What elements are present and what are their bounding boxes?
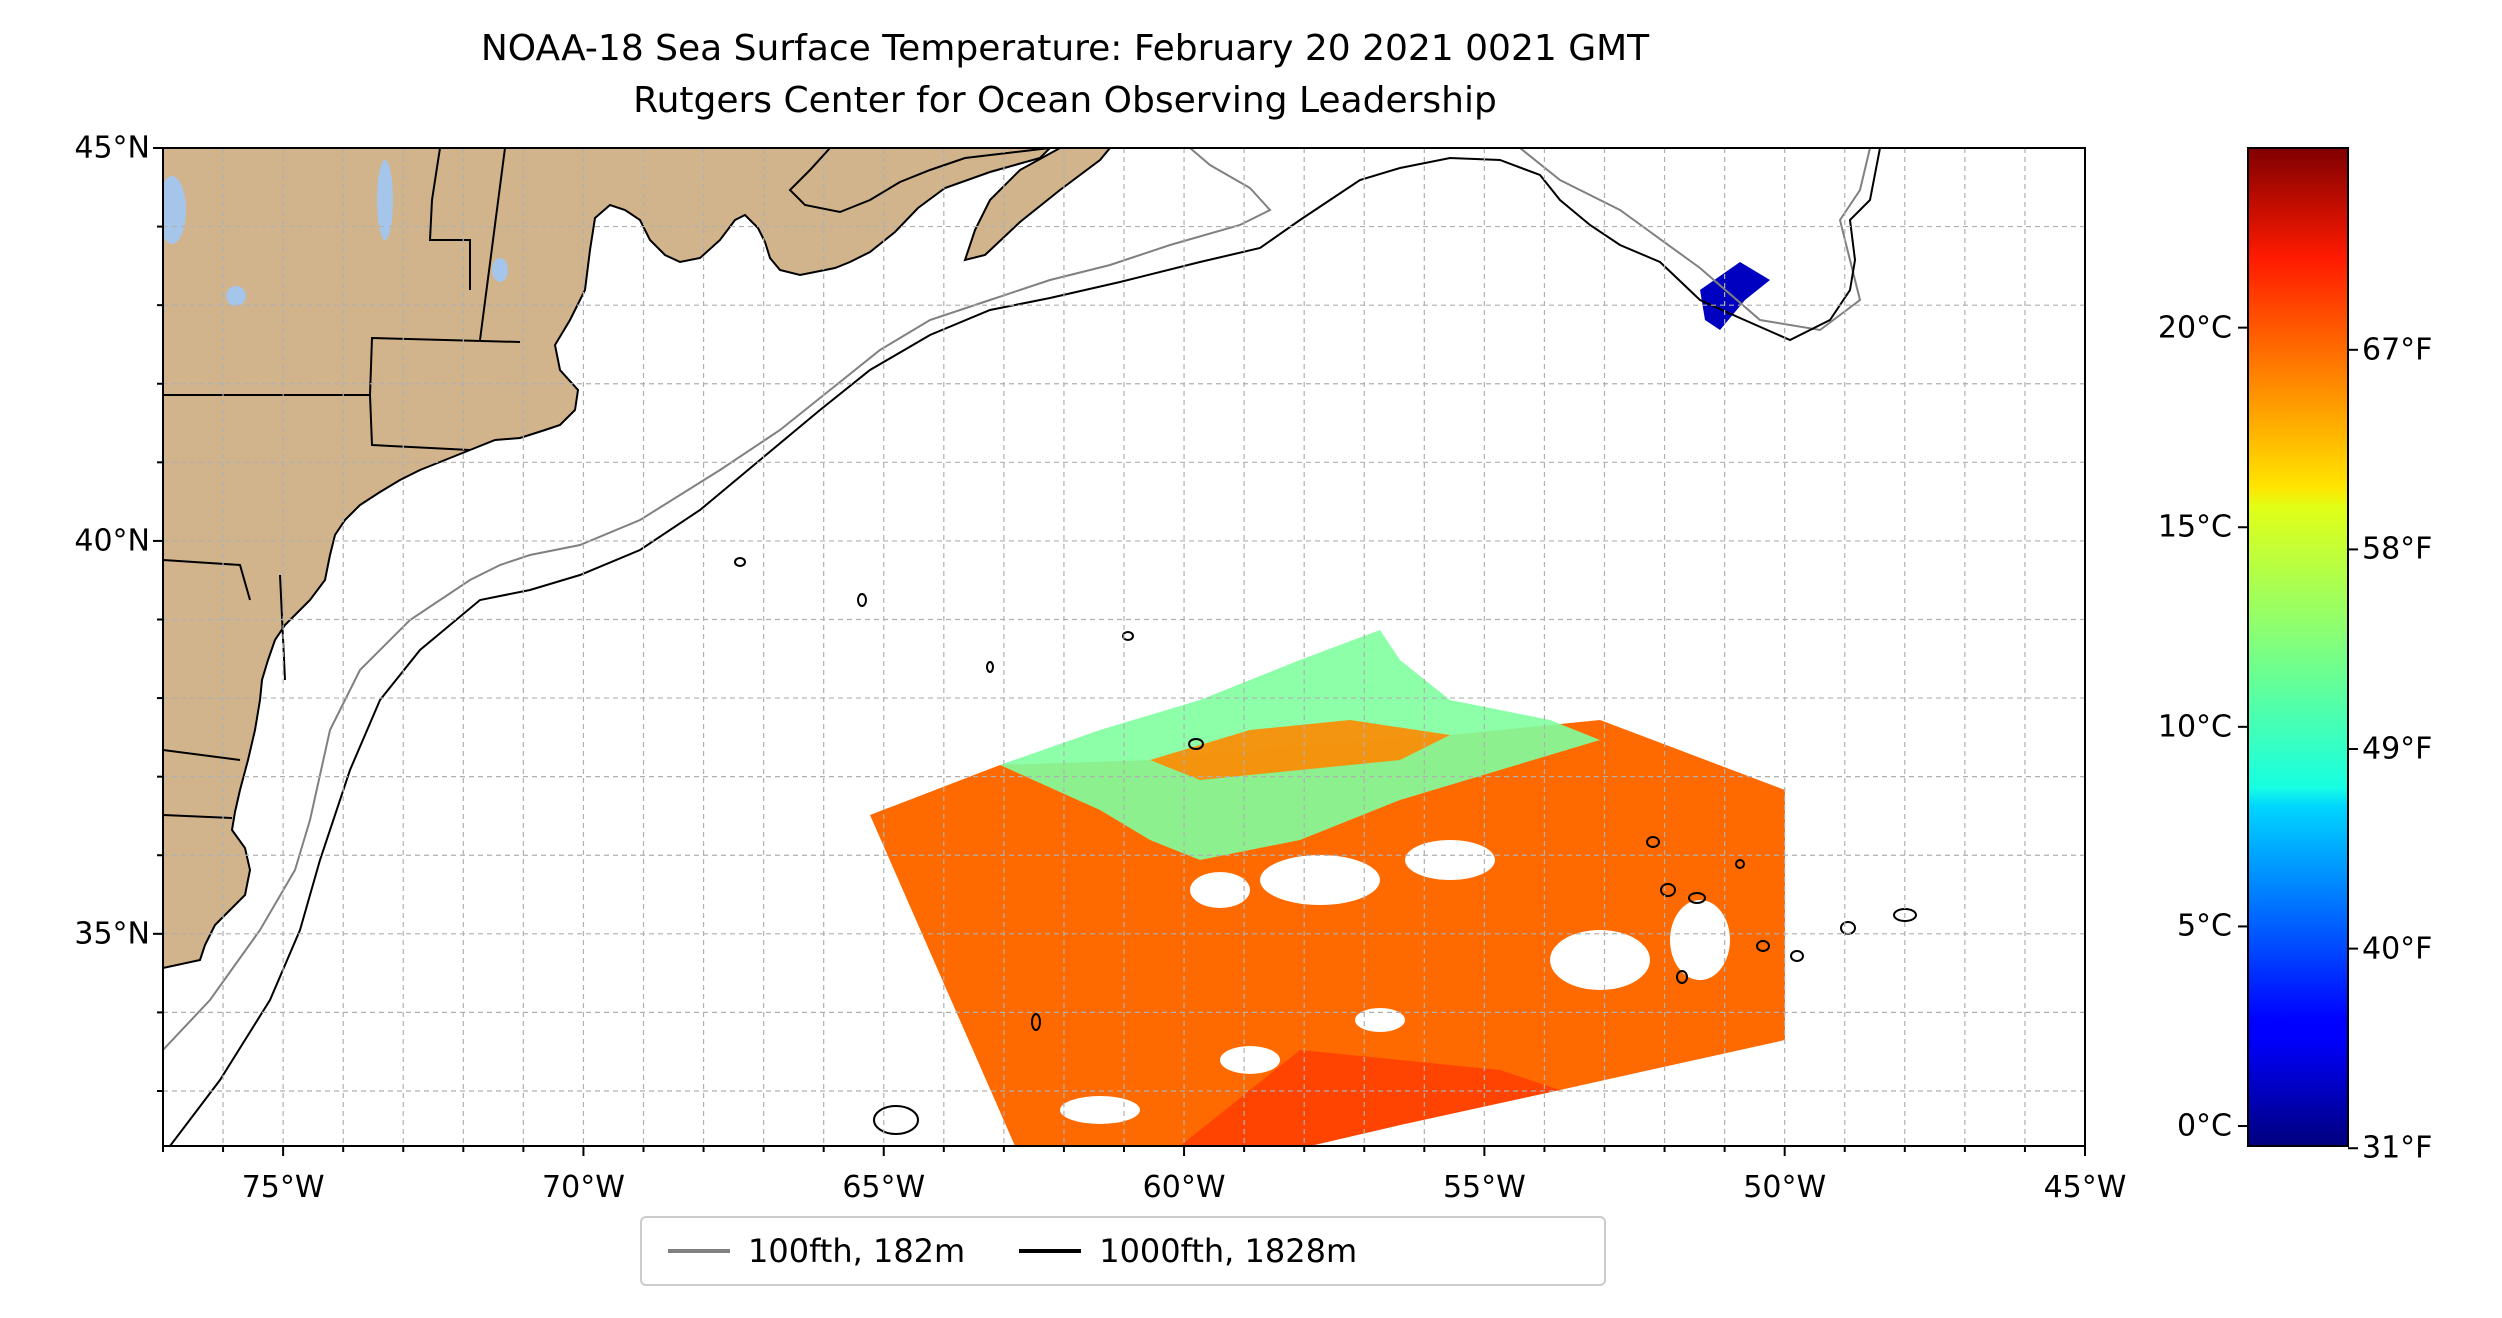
- sst-swath-warm-streak: [1150, 720, 1450, 780]
- sst-swath-hot: [1180, 1050, 1560, 1146]
- axis-ticks: [153, 147, 2086, 1156]
- colorbar-label-celsius: 0°C: [2176, 1108, 2232, 1144]
- isobath-100fth: [163, 148, 1272, 1051]
- colorbar-label-celsius: 5°C: [2176, 908, 2232, 944]
- lat-tick-label: 40°N: [74, 523, 150, 559]
- lake: [377, 160, 393, 240]
- lon-tick-label: 50°W: [1743, 1170, 1827, 1205]
- lon-tick-label: 70°W: [542, 1170, 625, 1205]
- lake: [492, 258, 508, 282]
- land-newfoundland: [963, 148, 1112, 262]
- sst-swath-warm: [870, 720, 1785, 1146]
- land-nova-scotia: [788, 148, 1051, 214]
- colorbar-label-fahrenheit: 58°F: [2362, 531, 2433, 567]
- legend-swatch-100fth: [668, 1249, 730, 1253]
- lat-tick-label: 45°N: [74, 130, 150, 166]
- colorbar-label-fahrenheit: 67°F: [2362, 332, 2433, 368]
- colorbar-label-fahrenheit: 49°F: [2362, 731, 2433, 767]
- legend-label-100fth: 100fth, 182m: [748, 1232, 966, 1270]
- legend: 100fth, 182m 1000fth, 1828m: [640, 1216, 1606, 1286]
- colorbar-ticks: [2238, 326, 2358, 1150]
- legend-swatch-1000fth: [1019, 1249, 1082, 1253]
- lon-tick-label: 75°W: [241, 1170, 325, 1205]
- cloud-gaps: [1060, 840, 1730, 1124]
- colorbar-label-fahrenheit: 40°F: [2362, 931, 2433, 967]
- state-borders: [163, 148, 521, 819]
- legend-label-1000fth: 1000fth, 1828m: [1099, 1232, 1358, 1270]
- chart-title: NOAA-18 Sea Surface Temperature: Februar…: [480, 28, 1650, 69]
- legend-item-1000fth: 1000fth, 1828m: [1019, 1232, 1357, 1270]
- lon-tick-label: 55°W: [1442, 1170, 1526, 1205]
- colorbar: [2247, 147, 2349, 1147]
- lon-tick-label: 45°W: [2043, 1170, 2127, 1205]
- lon-tick-label: 60°W: [1142, 1170, 1226, 1205]
- colorbar-label-celsius: 10°C: [2157, 709, 2232, 745]
- lake: [226, 286, 246, 306]
- gridlines: [163, 148, 2085, 1146]
- legend-item-100fth: 100fth, 182m: [668, 1232, 965, 1270]
- lon-tick-label: 65°W: [842, 1170, 926, 1205]
- isobath-100fth-nf: [1519, 148, 1871, 332]
- colorbar-label-celsius: 15°C: [2157, 509, 2232, 545]
- colorbar-label-celsius: 20°C: [2157, 310, 2232, 346]
- colorbar-label-fahrenheit: 31°F: [2362, 1130, 2433, 1166]
- lat-tick-label: 35°N: [74, 916, 150, 952]
- sst-cold-patch: [1700, 262, 1770, 330]
- land-mass: [163, 148, 1052, 970]
- isobath-1000fth: [169, 148, 1881, 1146]
- lake: [163, 176, 186, 244]
- chart-subtitle: Rutgers Center for Ocean Observing Leade…: [633, 80, 1497, 121]
